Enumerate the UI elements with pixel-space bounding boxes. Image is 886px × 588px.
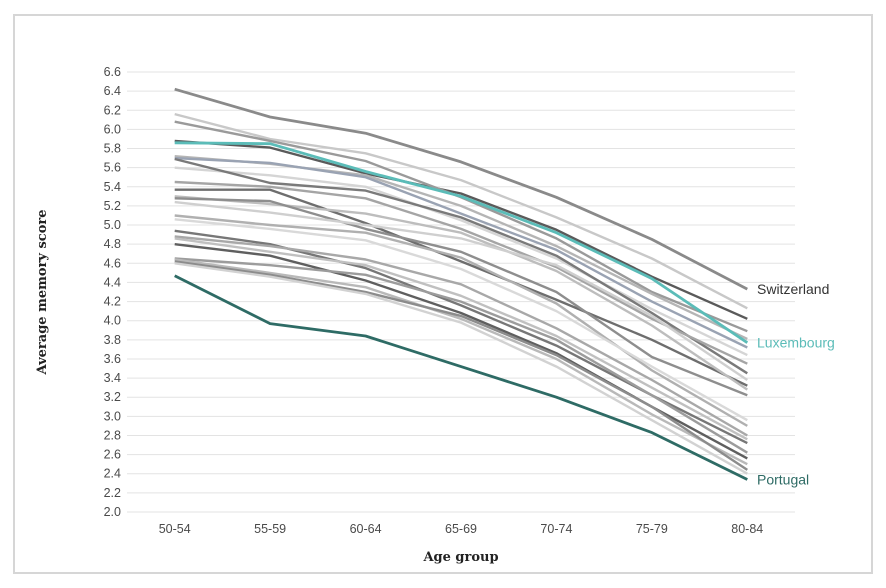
y-tick-label: 2.6 — [104, 448, 121, 462]
background-series-line — [174, 188, 748, 387]
y-tick-label: 4.4 — [104, 275, 121, 289]
series-line-luxembourg — [174, 141, 749, 344]
y-tick-label: 2.8 — [104, 428, 121, 442]
background-series-line — [174, 155, 748, 340]
background-series-line — [174, 257, 748, 454]
y-tick-label: 4.6 — [104, 256, 121, 270]
y-tick-label: 3.2 — [104, 390, 121, 404]
x-tick-label: 65-69 — [445, 522, 477, 536]
background-series-line — [174, 120, 748, 333]
background-series-line — [174, 197, 748, 397]
background-series-line — [174, 200, 748, 381]
background-series-line — [174, 214, 748, 427]
y-tick-label: 3.6 — [104, 352, 121, 366]
x-tick-label: 55-59 — [254, 522, 286, 536]
y-tick-label: 2.4 — [104, 467, 121, 481]
x-tick-label: 60-64 — [350, 522, 382, 536]
background-series-line — [174, 166, 748, 357]
background-series-line — [174, 112, 748, 310]
x-axis-title: Age group — [422, 550, 498, 565]
series-label-switzerland: Switzerland — [757, 281, 829, 297]
background-series-line — [174, 237, 748, 441]
series-line-portugal — [174, 274, 748, 481]
background-series-line — [174, 180, 748, 365]
x-tick-label: 80-84 — [731, 522, 763, 536]
background-series-line — [174, 218, 748, 422]
y-tick-label: 3.0 — [104, 409, 121, 423]
y-tick-label: 5.2 — [104, 199, 121, 213]
x-tick-label: 70-74 — [540, 522, 572, 536]
y-tick-label: 3.8 — [104, 333, 121, 347]
x-tick-label: 75-79 — [636, 522, 668, 536]
background-series-line — [174, 260, 748, 471]
x-tick-labels: 50-54 55-59 60-64 65-69 70-74 75-79 80-84 — [159, 522, 764, 536]
series-label-portugal: Portugal — [757, 471, 809, 487]
chart-frame — [13, 14, 873, 574]
background-series-line — [174, 235, 748, 437]
series-line-switzerland — [174, 87, 748, 291]
y-tick-label: 5.8 — [104, 142, 121, 156]
y-tick-label: 3.4 — [104, 371, 121, 385]
highlight-series-lines — [174, 87, 749, 481]
y-tick-label: 6.2 — [104, 103, 121, 117]
y-tick-label: 6.4 — [104, 84, 121, 98]
background-series-line — [174, 157, 748, 375]
y-tick-label: 4.0 — [104, 314, 121, 328]
background-series-lines — [174, 112, 748, 475]
y-tick-label: 5.4 — [104, 180, 121, 194]
y-tick-label: 2.0 — [104, 505, 121, 519]
y-axis-title: Average memory score — [35, 210, 50, 376]
background-series-line — [174, 262, 748, 475]
series-labels: Switzerland Luxembourg Portugal — [757, 281, 835, 487]
y-tick-label: 5.0 — [104, 218, 121, 232]
y-tick-label: 4.8 — [104, 237, 121, 251]
y-tick-label: 4.2 — [104, 295, 121, 309]
gridlines — [127, 71, 795, 513]
y-tick-labels: 2.0 2.2 2.4 2.6 2.8 3.0 3.2 3.4 3.6 3.8 4.0 4.2 4.4 4… — [104, 65, 121, 519]
y-tick-label: 5.6 — [104, 161, 121, 175]
series-label-luxembourg: Luxembourg — [757, 335, 835, 351]
background-series-line — [174, 258, 748, 466]
background-series-line — [174, 139, 748, 320]
y-tick-label: 6.0 — [104, 122, 121, 136]
y-tick-label: 2.2 — [104, 486, 121, 500]
background-series-line — [174, 156, 748, 349]
x-tick-label: 50-54 — [159, 522, 191, 536]
background-series-line — [174, 195, 748, 391]
y-tick-label: 6.6 — [104, 65, 121, 79]
